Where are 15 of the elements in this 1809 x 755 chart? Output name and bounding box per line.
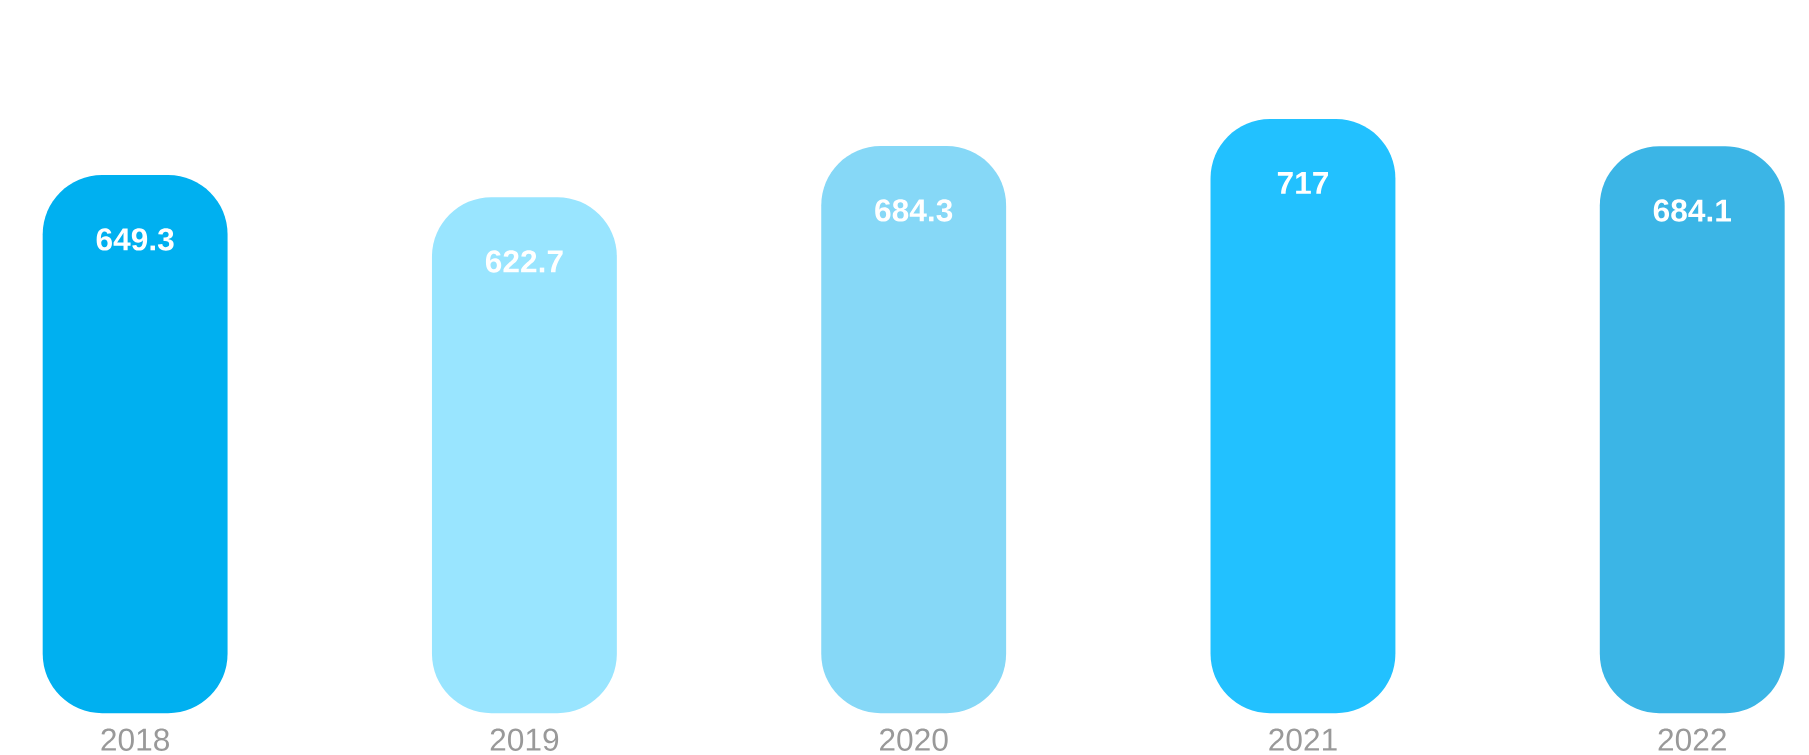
x-tick-label: 2022 [1658,728,1726,751]
bar [431,196,617,714]
x-tick-label: 2020 [880,728,948,751]
bar [821,145,1007,714]
data-label: 649.3 [96,228,174,251]
data-label: 684.1 [1653,199,1731,222]
data-label: 622.7 [485,250,563,273]
x-tick-label: 2019 [490,728,559,751]
x-tick-label: 2021 [1269,728,1337,751]
bar [1210,118,1396,714]
bar [1599,146,1785,714]
data-label: 684.3 [875,199,953,222]
x-tick-label: 2018 [101,728,169,751]
bar [42,174,228,714]
data-label: 717 [1277,171,1328,194]
